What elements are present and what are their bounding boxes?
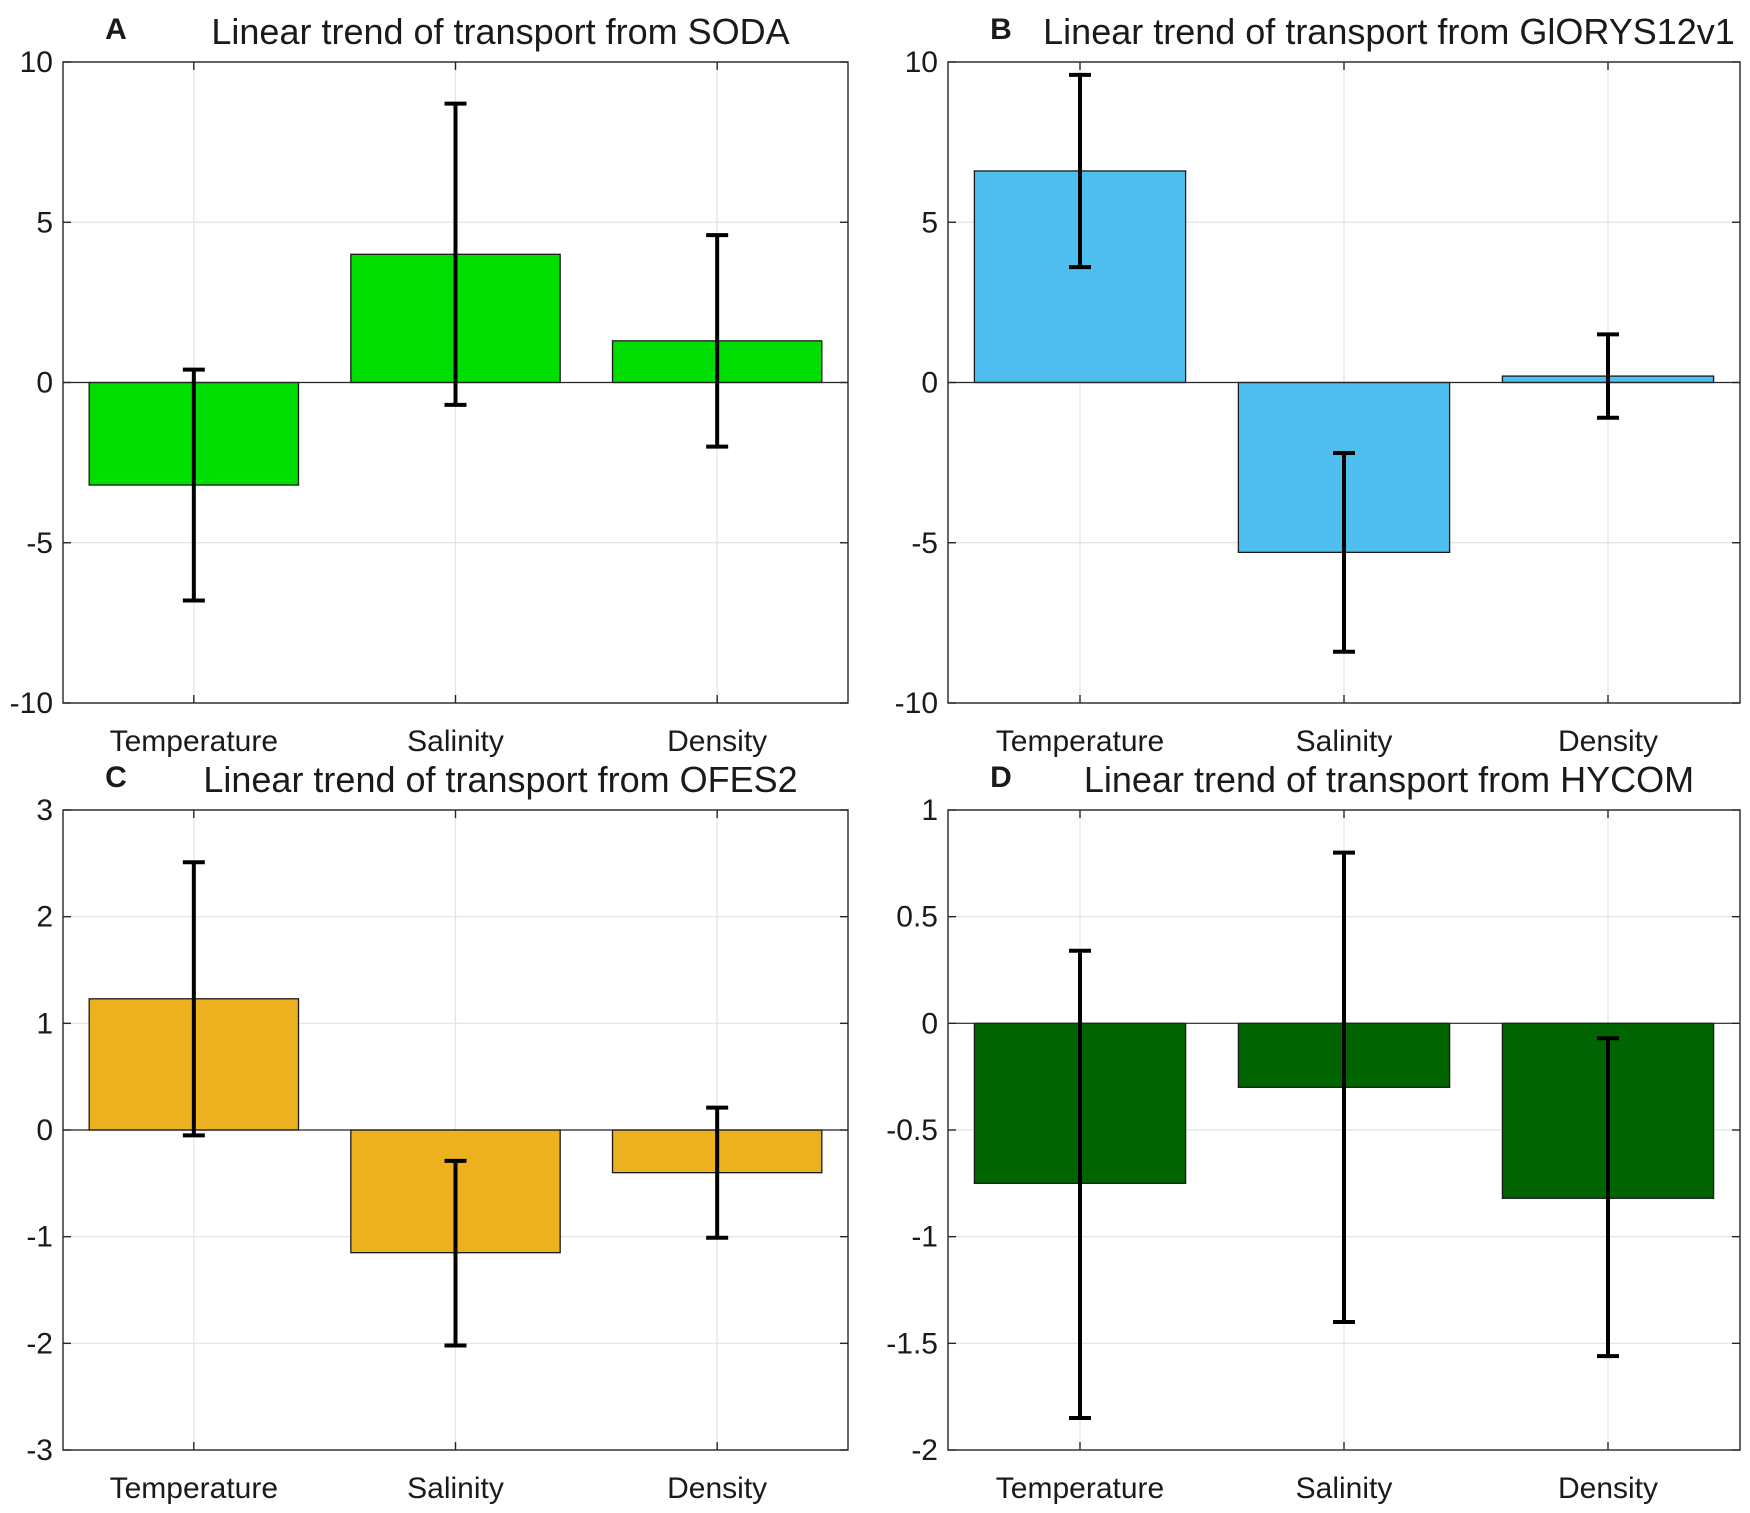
- chart-title: Linear trend of transport from OFES2: [203, 759, 797, 800]
- y-tick-label: 10: [905, 46, 938, 79]
- y-tick-label: 3: [36, 794, 53, 827]
- y-tick-label: 10: [20, 46, 53, 79]
- panel-letter: D: [990, 761, 1012, 794]
- x-category-label: Salinity: [1296, 725, 1393, 758]
- error-bar-temperature: [1069, 72, 1091, 270]
- y-tick-label: 5: [36, 206, 53, 239]
- chart-title: Linear trend of transport from HYCOM: [1084, 759, 1694, 800]
- error-bar-salinity: [1333, 451, 1355, 654]
- panel-letter: B: [990, 13, 1012, 46]
- y-tick-label: 5: [921, 206, 938, 239]
- error-bar-temperature: [182, 367, 205, 603]
- panel-a: 10 5 0 -5 -10 Temperature Salinity Density A Line…: [10, 11, 849, 758]
- error-bar-salinity: [1333, 850, 1355, 1324]
- error-bar-salinity: [444, 1158, 467, 1348]
- x-category-label: Density: [1558, 1472, 1658, 1505]
- y-tick-label: -2: [911, 1434, 938, 1467]
- panel-c: 3 2 1 0 -1 -2 -3 Temperature Salinity Density C Lin…: [26, 759, 849, 1505]
- y-tick-label: 0: [36, 367, 53, 400]
- x-category-label: Temperature: [996, 725, 1164, 758]
- y-tick-label: 2: [36, 901, 53, 934]
- error-bar-density: [1597, 332, 1619, 420]
- x-category-label: Temperature: [110, 1472, 278, 1505]
- error-bar-density: [706, 1105, 729, 1240]
- x-category-label: Salinity: [407, 725, 504, 758]
- y-tick-label: -5: [26, 527, 53, 560]
- x-category-label: Temperature: [996, 1472, 1164, 1505]
- panel-d: 1 0.5 0 -0.5 -1 -1.5 -2 Temperature Salinity Dens…: [886, 759, 1741, 1505]
- error-bar-density: [1597, 1036, 1619, 1359]
- y-tick-label: 0: [36, 1114, 53, 1147]
- y-tick-label: -1: [26, 1221, 53, 1254]
- x-category-label: Density: [1558, 725, 1658, 758]
- error-bar-density: [706, 233, 729, 449]
- y-tick-label: -2: [26, 1327, 53, 1360]
- y-tick-label: -5: [911, 527, 938, 560]
- chart-title: Linear trend of transport from SODA: [211, 11, 789, 52]
- x-category-label: Density: [667, 1472, 767, 1505]
- y-tick-label: 0: [921, 367, 938, 400]
- y-tick-label: 0: [921, 1007, 938, 1040]
- y-tick-label: 1: [921, 794, 938, 827]
- error-bar-salinity: [444, 101, 467, 407]
- panel-letter: C: [105, 761, 127, 794]
- error-bar-temperature: [1069, 948, 1091, 1420]
- x-category-label: Salinity: [407, 1472, 504, 1505]
- y-tick-label: -1: [911, 1221, 938, 1254]
- x-category-label: Salinity: [1296, 1472, 1393, 1505]
- chart-title: Linear trend of transport from GlORYS12v…: [1043, 11, 1735, 52]
- y-tick-label: -3: [26, 1434, 53, 1467]
- panel-letter: A: [105, 13, 127, 46]
- y-tick-label: -10: [10, 687, 53, 720]
- x-category-label: Density: [667, 725, 767, 758]
- error-bar-temperature: [182, 860, 205, 1138]
- x-category-label: Temperature: [110, 725, 278, 758]
- y-tick-label: -10: [895, 687, 938, 720]
- panel-b: 10 5 0 -5 -10 Temperature Salinity Density B Line…: [895, 11, 1741, 758]
- y-tick-label: 0.5: [896, 901, 938, 934]
- y-tick-label: -1.5: [886, 1327, 938, 1360]
- y-tick-label: -0.5: [886, 1114, 938, 1147]
- y-tick-label: 1: [36, 1007, 53, 1040]
